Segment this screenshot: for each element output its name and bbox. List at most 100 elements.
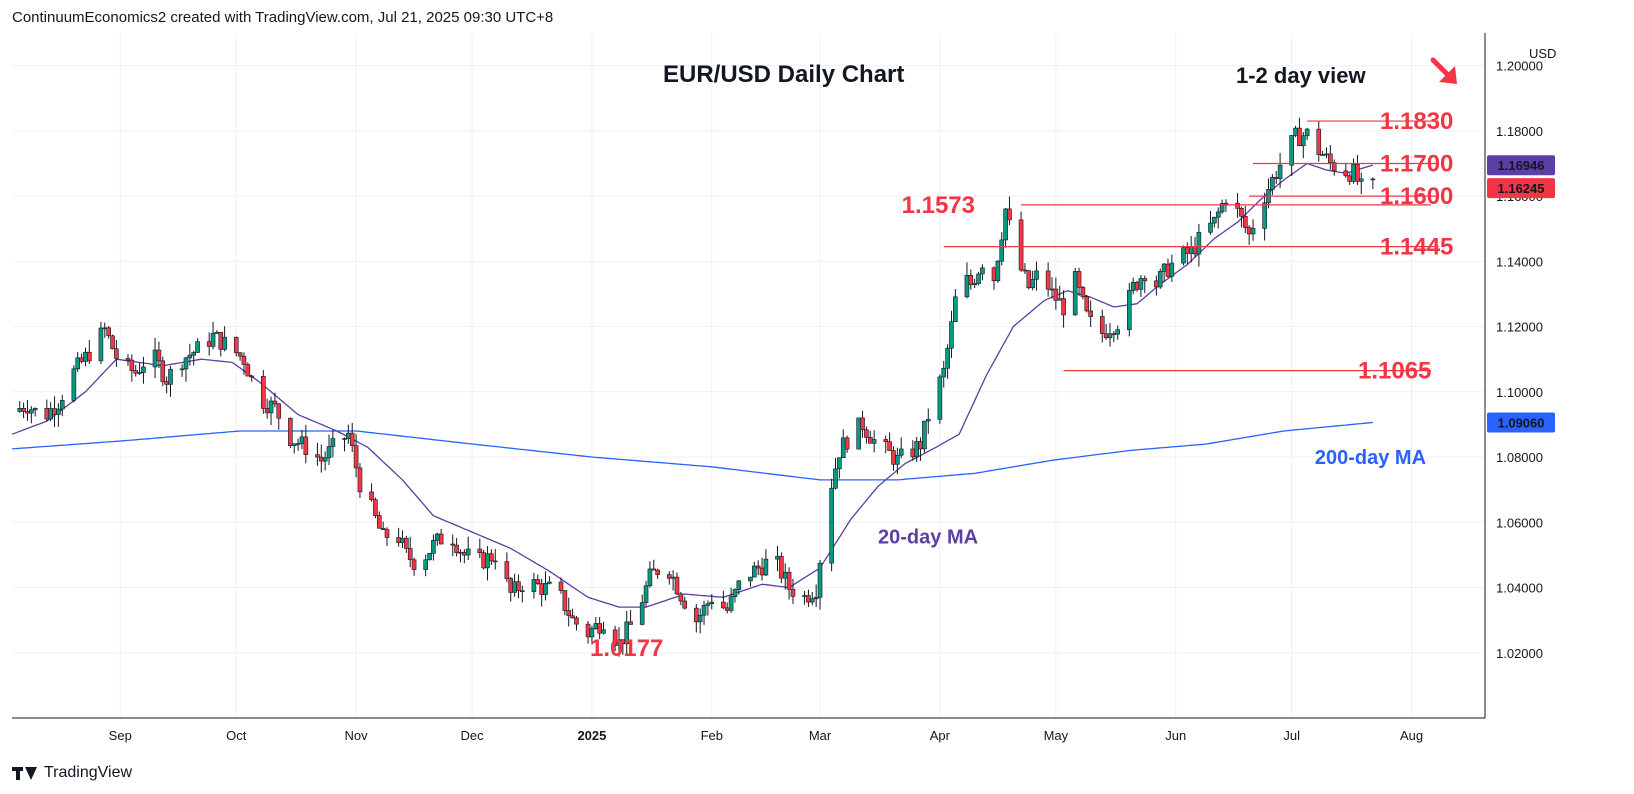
- candle[interactable]: [922, 420, 927, 454]
- candle[interactable]: [241, 352, 247, 375]
- candle[interactable]: [268, 396, 274, 425]
- candle[interactable]: [786, 567, 792, 600]
- candle[interactable]: [233, 336, 239, 357]
- candle[interactable]: [949, 310, 954, 358]
- candle[interactable]: [114, 339, 119, 367]
- candle[interactable]: [925, 408, 931, 434]
- candle[interactable]: [295, 438, 301, 451]
- candle[interactable]: [1196, 223, 1202, 267]
- candle[interactable]: [450, 534, 456, 557]
- candle[interactable]: [601, 621, 606, 635]
- candle[interactable]: [1030, 270, 1035, 291]
- candle[interactable]: [837, 457, 842, 479]
- candle[interactable]: [1053, 277, 1059, 310]
- candle[interactable]: [898, 437, 904, 459]
- candle[interactable]: [1212, 216, 1217, 228]
- candle[interactable]: [751, 561, 757, 578]
- candle[interactable]: [303, 425, 309, 464]
- candle[interactable]: [1099, 309, 1105, 343]
- candle[interactable]: [1045, 262, 1051, 297]
- candle[interactable]: [1304, 127, 1310, 140]
- candle[interactable]: [98, 321, 104, 364]
- candle[interactable]: [972, 278, 977, 289]
- candle[interactable]: [330, 430, 336, 458]
- candle[interactable]: [520, 585, 525, 603]
- candle[interactable]: [883, 435, 889, 454]
- candle[interactable]: [288, 417, 293, 449]
- candle[interactable]: [748, 576, 753, 587]
- candle[interactable]: [871, 430, 877, 453]
- candle[interactable]: [492, 548, 498, 570]
- candle[interactable]: [995, 260, 1001, 283]
- candle[interactable]: [945, 344, 950, 379]
- candle[interactable]: [941, 360, 947, 388]
- candle[interactable]: [1084, 294, 1090, 313]
- candle[interactable]: [404, 535, 409, 553]
- candle[interactable]: [454, 538, 459, 557]
- candle[interactable]: [1215, 207, 1221, 229]
- candle[interactable]: [856, 417, 861, 450]
- candle[interactable]: [87, 340, 92, 365]
- candle[interactable]: [1138, 275, 1144, 298]
- candle[interactable]: [342, 437, 347, 452]
- candle[interactable]: [678, 592, 684, 606]
- candle[interactable]: [844, 435, 850, 453]
- candle[interactable]: [504, 552, 510, 583]
- candle[interactable]: [682, 596, 688, 610]
- candle[interactable]: [1142, 275, 1148, 294]
- candle[interactable]: [732, 588, 738, 603]
- candle[interactable]: [21, 402, 26, 419]
- candle[interactable]: [106, 326, 111, 339]
- candle[interactable]: [160, 356, 166, 387]
- candle[interactable]: [245, 362, 251, 377]
- candle[interactable]: [1250, 219, 1256, 241]
- candle[interactable]: [276, 402, 282, 430]
- candle[interactable]: [1262, 192, 1267, 241]
- candle[interactable]: [709, 594, 715, 610]
- candle[interactable]: [980, 264, 985, 281]
- candle[interactable]: [380, 521, 386, 531]
- candle[interactable]: [628, 609, 633, 625]
- candle[interactable]: [29, 406, 34, 424]
- candle[interactable]: [75, 352, 81, 372]
- candle[interactable]: [407, 536, 413, 568]
- candle[interactable]: [322, 451, 328, 471]
- candle[interactable]: [574, 615, 579, 631]
- candle[interactable]: [129, 354, 135, 382]
- candle[interactable]: [612, 625, 618, 651]
- candle[interactable]: [1088, 300, 1093, 328]
- candle[interactable]: [156, 341, 162, 369]
- candle[interactable]: [647, 561, 653, 588]
- candle[interactable]: [705, 600, 711, 616]
- candle[interactable]: [964, 262, 970, 299]
- candle[interactable]: [701, 600, 707, 625]
- candle[interactable]: [535, 574, 541, 585]
- candle[interactable]: [1007, 196, 1012, 226]
- candle[interactable]: [133, 364, 139, 377]
- candle[interactable]: [423, 554, 428, 577]
- candle[interactable]: [1355, 154, 1360, 185]
- candle[interactable]: [1034, 261, 1039, 291]
- candle[interactable]: [1026, 269, 1032, 290]
- candle[interactable]: [728, 587, 734, 614]
- candle[interactable]: [976, 271, 981, 286]
- candle[interactable]: [1370, 177, 1376, 190]
- candle[interactable]: [1115, 325, 1121, 340]
- candle[interactable]: [809, 592, 815, 606]
- candle[interactable]: [237, 351, 243, 361]
- candle[interactable]: [597, 617, 602, 640]
- candle[interactable]: [953, 289, 958, 323]
- candle[interactable]: [465, 536, 471, 561]
- candle[interactable]: [651, 559, 657, 571]
- candle[interactable]: [639, 594, 645, 626]
- candle[interactable]: [937, 374, 943, 424]
- candle[interactable]: [655, 568, 660, 579]
- candle[interactable]: [384, 527, 390, 547]
- candle[interactable]: [558, 577, 564, 594]
- candle[interactable]: [1061, 290, 1066, 328]
- candle[interactable]: [477, 538, 483, 559]
- candle[interactable]: [697, 608, 703, 634]
- candle[interactable]: [59, 394, 65, 417]
- candle[interactable]: [566, 597, 572, 627]
- candle[interactable]: [369, 483, 374, 502]
